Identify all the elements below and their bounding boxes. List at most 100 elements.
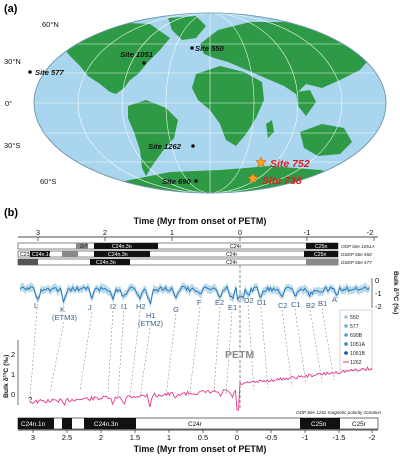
chron-row-577-frame — [17, 258, 339, 266]
legend-label-1262: 1262 — [350, 360, 362, 366]
site-690-label: Site 690 — [162, 177, 191, 186]
right-ylabel: Bulk δ¹³C (‰) — [392, 271, 399, 314]
site-550-label: Site 550 — [195, 44, 224, 53]
lat-label-60n: 60°N — [42, 20, 59, 29]
panel-a-label: (a) — [4, 3, 18, 15]
bottom-tick-label-10: -2 — [369, 433, 376, 442]
corr-line-L — [29, 295, 39, 399]
lat-label-30s: 30°S — [4, 141, 20, 150]
bottom-chron-label-1: C24n.3n — [94, 421, 119, 428]
chron-row-1051a-frame — [17, 242, 339, 250]
bottom-tick-label-7: -0.5 — [265, 433, 278, 442]
legend-label-1051b: 1051B — [350, 351, 366, 357]
bottom-chron-label-0: C24n.1n — [21, 421, 46, 428]
site-1262-marker — [191, 144, 195, 148]
site-690-marker — [194, 179, 198, 183]
top-tick-label-0: 0 — [238, 228, 242, 237]
bottom-tick-label-0: 3 — [31, 433, 35, 442]
chron-550-label-1: C24n.1n — [32, 252, 52, 258]
legend-box — [339, 309, 373, 371]
site-550-marker — [190, 46, 194, 50]
chron-1051a-label-1: C24n.3n — [112, 244, 132, 250]
site-752-label: Site 752 — [270, 158, 310, 170]
bottom-tick-label-9: -1.5 — [333, 433, 346, 442]
world-map — [33, 12, 387, 194]
event-label-K: K — [60, 305, 65, 314]
event-label-H2: H2 — [136, 302, 146, 311]
chron-1051a-label-2: C24r — [230, 244, 242, 250]
top-axis-title: Time (Myr from onset of PETM) — [134, 216, 267, 226]
event-label-I2: I2 — [110, 302, 116, 311]
left-tick-2: 2 — [11, 350, 15, 359]
right-tick-1: -1 — [375, 289, 382, 298]
greenland — [168, 16, 206, 40]
bottom-chron-dark — [62, 418, 72, 429]
corr-line-G — [165, 313, 177, 397]
legend-swatch-577 — [344, 324, 348, 328]
chron-577-dark — [18, 259, 38, 265]
corr-line-F — [189, 306, 201, 393]
corr-line-C2 — [281, 309, 293, 387]
chron-1051a-c24n3n — [94, 243, 158, 249]
site-738-star-icon — [247, 172, 259, 184]
chron-row-577: C24n.3n C24r DSDP Site 577 — [17, 258, 372, 266]
blue-record-band — [20, 281, 370, 309]
corr-line-I2 — [107, 310, 114, 393]
event-label-B2: B2 — [306, 301, 315, 310]
right-tick-0: 0 — [375, 276, 379, 285]
corr-line-B2 — [309, 309, 323, 383]
event-label-D1: D1 — [257, 298, 267, 307]
legend: 550 577 690B 1051A 1051B 1262 — [339, 309, 373, 371]
chron-row-550: C23r C24n.1n C24n.3n C24r C25n DSDP Site… — [17, 250, 372, 258]
map-border — [33, 12, 387, 194]
chron-577-label-0: C24n.3n — [96, 260, 116, 266]
corr-line-D1 — [260, 306, 269, 389]
chron-550-label-4: C25n — [314, 252, 327, 258]
event-label-G: G — [173, 305, 179, 314]
chron-1051a-grey — [76, 243, 88, 249]
event-label-etm2: (ETM2) — [138, 319, 164, 328]
left-tick-1: 1 — [11, 370, 15, 379]
correlation-lines — [29, 295, 335, 399]
bottom-tick-label-1: 2.5 — [62, 433, 72, 442]
event-label-E1: E1 — [228, 303, 237, 312]
chron-1051a-label-3: C25n — [315, 244, 328, 250]
chron-1051a-c25n — [306, 243, 338, 249]
legend-swatch-550 — [344, 315, 348, 319]
site-1262-label: Site 1262 — [148, 142, 182, 151]
left-tick-0: 0 — [11, 390, 15, 399]
south-america — [128, 100, 178, 176]
event-label-etm3: (ETM3) — [52, 313, 78, 322]
chron-550-label-2: C24n.3n — [108, 252, 128, 258]
meridian-1 — [165, 13, 255, 193]
top-tick-label-3: 3 — [36, 228, 40, 237]
corr-line-K — [49, 321, 65, 393]
bottom-chron-c24n3n — [84, 418, 136, 429]
chron-1051a-label-0: 2r? — [80, 244, 88, 250]
event-label-F: F — [197, 298, 202, 307]
chron-550-label-3: C24r — [226, 252, 238, 258]
petm-label: PETM — [225, 349, 254, 361]
event-label-J: J — [88, 303, 92, 312]
chron-550-c25n — [304, 251, 338, 257]
event-label-D2: D2 — [244, 296, 254, 305]
top-tick-label-1: 1 — [170, 228, 174, 237]
bottom-tick-label-4: 1 — [167, 433, 171, 442]
legend-label-690b: 690B — [350, 333, 363, 339]
bottom-chron-label-2: C24r — [188, 421, 203, 428]
corr-line-C1 — [294, 308, 307, 385]
bottom-chron-bar: C24n.1n C24n.3n C24r C25n C25r — [17, 417, 379, 430]
lat-label-60s: 60°S — [40, 177, 56, 186]
legend-label-550: 550 — [350, 315, 359, 321]
site-577-label: Site 577 — [35, 68, 64, 77]
bottom-chron-c24n1n — [18, 418, 54, 429]
left-ylabel: Bulk δ¹³C (‰) — [3, 355, 10, 398]
site-1051-label: Site 1051 — [120, 50, 153, 59]
bottom-tick-label-8: -1 — [302, 433, 309, 442]
bottom-tick-label-6: 0 — [235, 433, 239, 442]
corr-line-J — [79, 311, 93, 391]
legend-swatch-1051a — [344, 342, 348, 346]
legend-swatch-690b — [344, 333, 348, 337]
chron-1051a-site: ODP Site 1051A — [341, 244, 375, 249]
